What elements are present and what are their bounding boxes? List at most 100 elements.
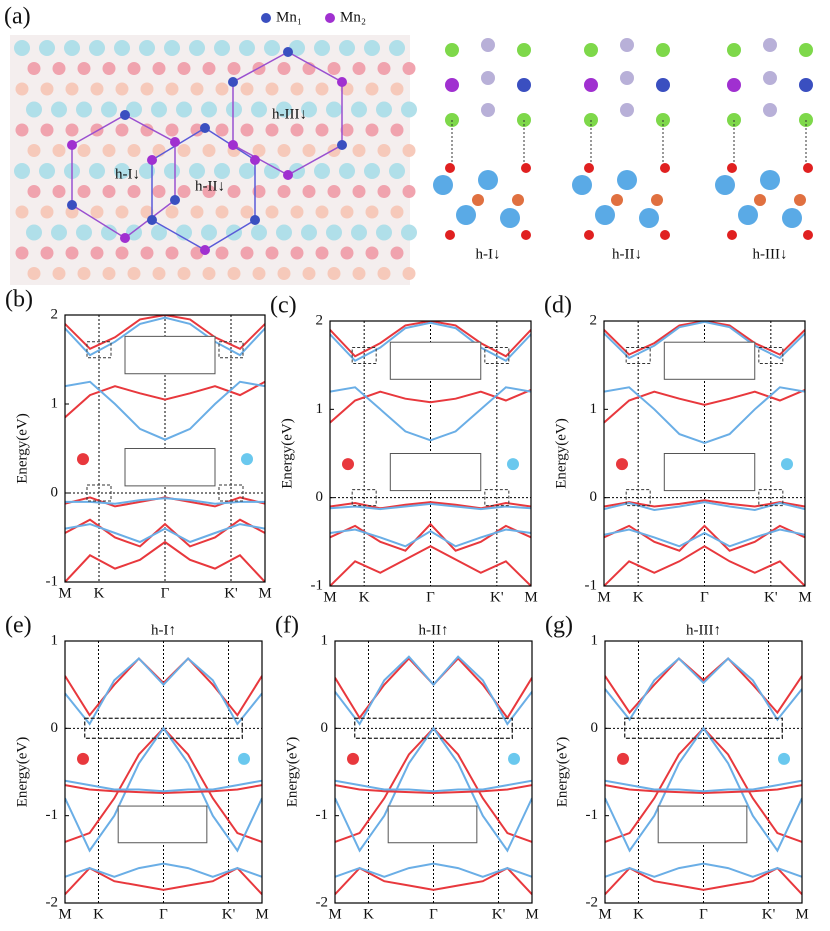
x-tick-label: M	[323, 589, 336, 605]
atom	[177, 144, 191, 157]
band-chart: (b) Energy(eV) -1 0 1 2 M K Γ K' M	[5, 287, 272, 602]
atom	[27, 267, 41, 280]
atom	[803, 163, 813, 173]
band	[65, 497, 265, 505]
x-tick-label: Γ	[700, 589, 709, 605]
dashed-box	[624, 717, 784, 740]
atom	[651, 194, 663, 206]
atom	[127, 144, 141, 157]
panel-label: (c)	[270, 293, 297, 319]
inset	[124, 335, 216, 375]
atom	[164, 163, 180, 179]
atom	[114, 40, 130, 56]
atom	[584, 230, 594, 240]
y-tick-label: -2	[46, 894, 59, 910]
panel-label: (b)	[5, 287, 33, 313]
y-tick-label: 1	[316, 401, 324, 417]
x-tick-label: K'	[224, 585, 238, 601]
x-tick-label: K	[363, 906, 374, 922]
atom	[763, 71, 777, 85]
atom	[364, 163, 380, 179]
atom	[727, 78, 741, 92]
bands	[335, 655, 532, 895]
atom	[500, 208, 520, 228]
atom	[276, 224, 292, 241]
atom	[165, 82, 179, 96]
dashed-box	[484, 489, 510, 507]
inset	[657, 805, 748, 844]
atom	[715, 175, 735, 195]
atom	[89, 40, 105, 56]
atom	[481, 103, 495, 117]
atom	[301, 224, 317, 241]
atom	[402, 62, 416, 75]
atom	[376, 224, 392, 241]
atom	[251, 101, 267, 118]
atom	[390, 123, 404, 137]
atom	[215, 205, 229, 219]
atom	[352, 185, 366, 198]
atom	[302, 267, 316, 280]
atom	[352, 62, 366, 75]
atom	[101, 224, 117, 241]
y-tick-label: 0	[321, 720, 329, 736]
atom	[177, 62, 191, 75]
atom	[201, 101, 217, 118]
band	[335, 657, 532, 720]
atom	[402, 144, 416, 157]
atom	[620, 71, 634, 85]
x-tick-label: K	[633, 906, 644, 922]
frame	[64, 640, 263, 904]
mn1-atom	[283, 47, 293, 57]
atom	[264, 40, 280, 56]
x-tick-label: K'	[764, 589, 778, 605]
y-tick-label: 0	[591, 720, 599, 736]
atom	[127, 267, 141, 280]
x-tick-label: K	[94, 585, 105, 601]
x-tick-label: M	[597, 589, 610, 605]
atom	[115, 246, 129, 260]
atom	[377, 185, 391, 198]
atom	[327, 62, 341, 75]
atom	[617, 170, 637, 190]
atom	[760, 170, 780, 190]
atom	[365, 205, 379, 219]
atom	[326, 224, 342, 241]
atom	[202, 185, 216, 198]
band	[65, 518, 265, 548]
inset	[663, 453, 756, 492]
bands	[65, 315, 265, 582]
band	[605, 866, 802, 895]
bands	[330, 321, 531, 586]
atom	[39, 163, 55, 179]
x-tick-label: M	[795, 906, 808, 922]
atom	[315, 82, 329, 96]
band	[604, 388, 805, 424]
band	[330, 528, 531, 548]
band	[335, 862, 532, 878]
spin-down-icon	[241, 453, 253, 466]
y-axis-label: Energy(eV)	[284, 737, 300, 808]
x-tick-label: Γ	[161, 585, 170, 601]
structure-label: h-II↓	[612, 246, 642, 262]
atom	[177, 185, 191, 198]
spin-up-icon	[77, 453, 89, 466]
band	[65, 866, 262, 895]
atom	[15, 246, 29, 260]
atom	[340, 123, 354, 137]
y-axis-label: Energy(eV)	[14, 413, 30, 484]
atom	[65, 82, 79, 96]
atom	[52, 267, 66, 280]
band	[330, 502, 531, 511]
atom	[390, 82, 404, 96]
band	[65, 316, 265, 357]
mn1-atom	[200, 123, 210, 133]
atom	[572, 175, 592, 195]
atom	[445, 43, 459, 57]
x-tick-label: M	[598, 906, 611, 922]
band	[604, 499, 805, 508]
x-tick-label: K	[633, 589, 644, 605]
band	[65, 540, 265, 582]
band	[335, 726, 532, 853]
atom	[277, 267, 291, 280]
